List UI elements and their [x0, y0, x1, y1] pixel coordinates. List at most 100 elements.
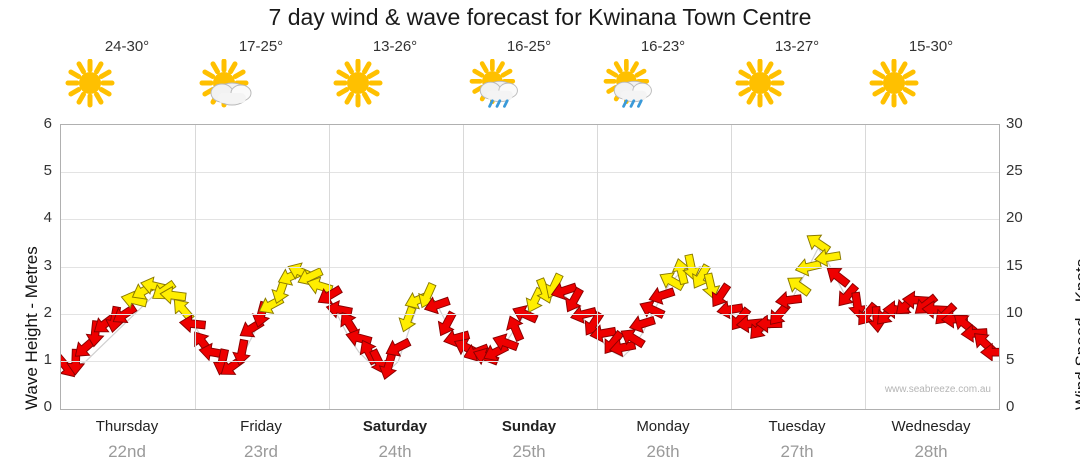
left-axis-tick: 1: [43, 350, 52, 368]
wind-arrow: [701, 272, 721, 300]
temperature-range: 13-27°: [774, 38, 820, 55]
weather-icon-sunny: [325, 59, 465, 111]
temperature-range: 13-26°: [372, 38, 418, 55]
wind-arrow: [232, 338, 251, 367]
wind-arrow: [980, 342, 999, 362]
wind-arrow: [570, 305, 598, 324]
weather-icon-sunny: [861, 59, 1001, 111]
wind-arrow: [774, 290, 803, 310]
weather-icon-sunny: [57, 59, 197, 111]
wind-arrow: [550, 282, 578, 301]
wind-arrow: [423, 296, 451, 315]
right-axis-tick: 30: [1006, 115, 1023, 132]
wind-arrow: [648, 286, 676, 305]
day-name: Saturday: [362, 418, 428, 435]
left-axis-tick: 5: [43, 162, 52, 180]
temperature-range: 16-23°: [640, 38, 686, 55]
wind-arrow: [317, 285, 343, 305]
day-name: Friday: [240, 418, 282, 435]
wind-arrow: [806, 234, 832, 255]
temperature-range: 15-30°: [908, 38, 954, 55]
day-date: 24th: [378, 442, 412, 461]
wind-arrow: [628, 315, 656, 334]
temperature-range: 16-25°: [506, 38, 552, 55]
day-header: 24-30°: [57, 38, 197, 118]
day-header: 16-23°: [593, 38, 733, 118]
day-divider: [463, 125, 464, 409]
left-axis-tick: 0: [43, 398, 52, 415]
wind-arrow: [735, 314, 763, 334]
day-date: 27th: [780, 442, 814, 461]
left-axis-tick: 4: [43, 209, 52, 227]
weather-icon-sunny: [727, 59, 867, 111]
right-axis-tick: 15: [1006, 256, 1023, 274]
wind-arrow: [814, 248, 842, 268]
wind-arrow: [378, 352, 398, 380]
day-header: 17-25°: [191, 38, 331, 118]
weather-icon-partly-cloudy: [191, 59, 331, 111]
day-date: 26th: [646, 442, 680, 461]
wind-arrow: [848, 291, 867, 319]
gridline: [61, 219, 999, 221]
temperature-range: 24-30°: [104, 38, 150, 55]
watermark: www.seabreeze.com.au: [884, 384, 991, 395]
left-axis-tick: 6: [43, 115, 52, 132]
wind-arrow: [711, 282, 732, 308]
left-axis-tick: 2: [43, 303, 52, 321]
gridline: [61, 172, 999, 174]
day-name: Wednesday: [891, 418, 971, 435]
wind-arrow: [178, 314, 207, 334]
wind-arrow: [385, 337, 412, 357]
day-name: Sunday: [501, 418, 557, 435]
day-date: 22nd: [108, 442, 146, 461]
weather-icon-sun-rain: [459, 59, 599, 111]
wind-arrow: [437, 310, 457, 337]
wind-arrow: [505, 315, 525, 342]
gridline: [61, 266, 999, 268]
wind-arrow: [671, 258, 691, 286]
day-name: Thursday: [95, 418, 159, 435]
day-divider: [597, 125, 598, 409]
day-divider: [329, 125, 330, 409]
day-header: 13-27°: [727, 38, 867, 118]
wind-arrow: [826, 267, 851, 288]
wind-arrow: [565, 286, 584, 313]
gridline: [61, 313, 999, 315]
wind-arrow: [838, 282, 860, 307]
right-axis-title: Wind Speed - Knots: [1072, 258, 1080, 410]
day-name: Tuesday: [768, 418, 826, 435]
wind-arrow: [787, 277, 812, 297]
day-date: 23rd: [243, 442, 279, 461]
page-title: 7 day wind & wave forecast for Kwinana T…: [268, 4, 812, 30]
wind-arrow: [492, 333, 520, 352]
right-axis-tick: 5: [1006, 350, 1015, 368]
wind-arrow: [525, 286, 545, 313]
left-axis-tick: 3: [43, 256, 52, 274]
weather-icon-sun-rain: [593, 59, 733, 111]
wind-arrow: [306, 276, 334, 295]
day-divider: [195, 125, 196, 409]
right-axis-tick: 20: [1006, 209, 1023, 227]
day-date: 28th: [914, 442, 948, 461]
wind-arrow: [66, 348, 86, 376]
day-header: 13-26°: [325, 38, 465, 118]
day-header: 15-30°: [861, 38, 1001, 118]
wind-arrow: [398, 305, 417, 333]
day-name: Monday: [636, 418, 690, 435]
right-axis-tick: 25: [1006, 162, 1023, 180]
wind-arrow: [940, 309, 969, 329]
right-axis-tick: 0: [1006, 398, 1015, 415]
temperature-range: 17-25°: [238, 38, 284, 55]
day-date: 25th: [512, 442, 546, 461]
wind-arrow: [159, 285, 187, 305]
right-axis-tick: 10: [1006, 303, 1023, 321]
day-header: 16-25°: [459, 38, 599, 118]
gridline: [61, 360, 999, 362]
wind-arrow: [620, 329, 646, 349]
day-divider: [865, 125, 866, 409]
day-divider: [731, 125, 732, 409]
wind-arrow: [584, 310, 605, 336]
plot-area: www.seabreeze.com.au: [60, 124, 1000, 410]
wind-arrow: [589, 324, 617, 343]
